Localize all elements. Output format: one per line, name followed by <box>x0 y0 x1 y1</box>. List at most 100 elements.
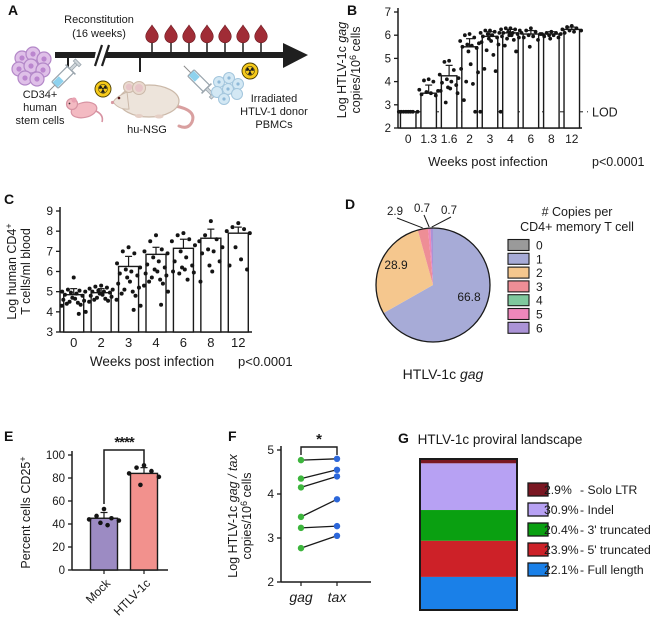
legend-pct: 20.4% <box>544 523 579 537</box>
gag-dot <box>297 456 305 464</box>
blood-drop-icon <box>182 24 196 44</box>
gag-dot <box>297 513 305 521</box>
x-axis-title: Weeks post infection <box>428 154 548 169</box>
legend-label: 6 <box>536 321 543 335</box>
y-tick-label: 3 <box>46 325 53 339</box>
dots-12 <box>560 24 584 35</box>
gag-dot <box>297 524 305 532</box>
x-tick-label: 1.6 <box>441 132 458 146</box>
blood-drop-icon <box>236 24 250 44</box>
legend-pct: 22.1% <box>544 563 579 577</box>
legend-pct: 30.9% <box>544 503 579 517</box>
bar-Mock <box>89 517 119 571</box>
radiation-icon: ☢ <box>94 80 112 98</box>
y-tick-label: 3 <box>267 531 274 545</box>
bar-1.6 <box>440 75 458 129</box>
panel-e-label: E <box>4 428 14 444</box>
x-tick-label: 0 <box>70 335 77 350</box>
pie-slice-1 <box>383 228 490 342</box>
panel-a-diagram: Reconstitution (16 weeks) <box>11 14 308 136</box>
y-tick-label: 80 <box>52 473 65 485</box>
y-tick-label: 60 <box>52 496 65 508</box>
tax-dot <box>333 522 341 530</box>
newborn-mouse-icon <box>65 97 104 123</box>
x-tick-label: 6 <box>180 335 187 350</box>
bar-12 <box>563 28 581 129</box>
chart-title: HTLV-1c proviral landscape <box>418 432 583 447</box>
callout-line <box>396 217 423 229</box>
bar-8 <box>200 237 222 333</box>
dots-3 <box>114 245 143 312</box>
legend-label: - Full length <box>580 563 644 577</box>
legend-swatch-0 <box>507 238 530 252</box>
panel-f-label: F <box>228 428 237 444</box>
dots-6 <box>519 26 543 49</box>
significance-bracket <box>103 449 145 504</box>
legend-swatch <box>527 482 549 497</box>
panel-f: F 2 3 4 5 gag tax Log HTLV-1c gag / tax copies/… <box>225 400 400 626</box>
y-tick-label: 9 <box>46 204 53 218</box>
panel-e: E 0 20 40 60 80 100 Mock HTLV-1c Percent cells C… <box>0 400 225 626</box>
pie-title: HTLV-1c gag <box>403 366 484 382</box>
y-tick-label: 6 <box>385 30 391 42</box>
x-tick-label: 6 <box>528 132 535 146</box>
slice-value-label: 0.7 <box>414 203 430 215</box>
legend-label: 2 <box>536 266 543 280</box>
y-tick-label: 7 <box>46 244 53 258</box>
dots-12 <box>224 221 252 272</box>
pie-slice-5 <box>427 228 433 285</box>
pair-line <box>300 525 338 529</box>
blood-drop-icon <box>218 24 232 44</box>
bar-3 <box>481 35 499 129</box>
svg-text:Log human CD4+: Log human CD4+ <box>4 223 19 319</box>
x-tick-label: Mock <box>83 576 114 607</box>
pie-slice-3 <box>417 228 433 285</box>
bar-8 <box>542 33 560 129</box>
blood-drop-icon <box>254 24 268 44</box>
dots-0 <box>59 275 88 316</box>
bar-3 <box>117 265 140 333</box>
y-tick-label: 4 <box>385 77 392 89</box>
y-tick-label: 8 <box>46 224 53 238</box>
dots-4 <box>498 26 522 114</box>
x-tick-label: tax <box>328 589 348 605</box>
segment-full-length <box>420 576 517 611</box>
x-tick-label: 8 <box>207 335 214 350</box>
callout-line <box>423 214 430 228</box>
legend-pct: 2.9% <box>544 483 572 497</box>
dots-4 <box>142 233 170 307</box>
blood-drop-icon <box>145 24 159 44</box>
svg-text:copies/106 cells: copies/106 cells <box>239 472 254 559</box>
gag-dot <box>297 475 305 482</box>
x-tick-label: 12 <box>565 132 579 146</box>
panel-d-label: D <box>345 196 356 212</box>
dots-0 <box>396 109 420 114</box>
legend-swatch <box>527 522 549 537</box>
dots-1.6 <box>437 58 461 105</box>
blood-drop-row <box>145 24 268 52</box>
bar-1.3 <box>420 92 438 129</box>
callout-line <box>431 216 452 228</box>
pie-outline <box>375 227 491 343</box>
stem-cells-label: stem cells <box>16 115 65 127</box>
svg-text:T cells/ml blood: T cells/ml blood <box>19 228 33 315</box>
y-tick-label: 100 <box>46 450 65 462</box>
y-tick-label: 20 <box>52 542 65 554</box>
y-tick-label: 2 <box>267 575 274 589</box>
svg-text:copies/106 cells: copies/106 cells <box>348 26 363 113</box>
pair-line <box>300 535 338 549</box>
pair-line <box>300 475 338 489</box>
significance-bracket <box>300 446 338 455</box>
panel-g-chart: HTLV-1c proviral landscape 2.9% - Solo LTR… <box>418 432 651 611</box>
legend-swatch-1 <box>507 252 530 265</box>
legend-label: 4 <box>536 294 543 308</box>
y-tick-label: 2 <box>385 123 391 135</box>
bar-4 <box>145 253 167 333</box>
y-axis-label: Percent cells CD25+ <box>18 456 33 568</box>
legend-label: 1 <box>536 252 543 266</box>
legend-swatch-2 <box>507 266 530 279</box>
x-tick-label: 2 <box>466 132 473 146</box>
panel-g: G HTLV-1c proviral landscape 2.9% - Solo L… <box>396 400 656 626</box>
x-tick-label: HTLV-1c <box>111 576 153 618</box>
